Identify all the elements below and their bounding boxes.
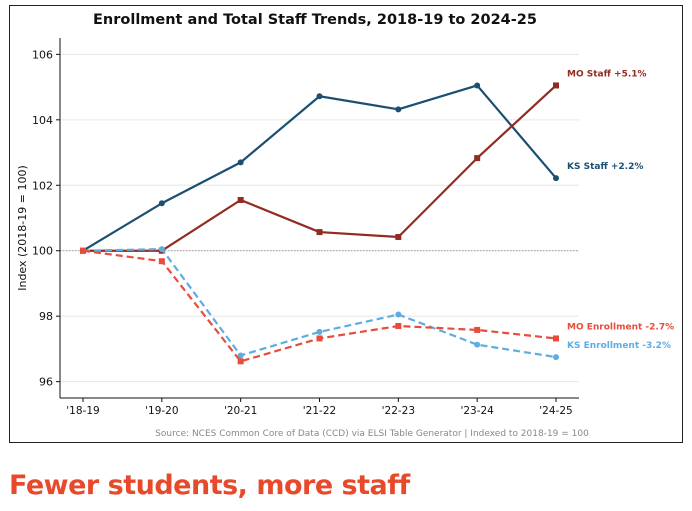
x-tick-label: '20-21 (224, 405, 257, 417)
mo-staff-point (553, 82, 559, 89)
mo-staff-point (316, 229, 323, 236)
ks-enrollment-point (474, 341, 481, 348)
ks-staff-point (395, 106, 402, 113)
ks-staff-point (553, 175, 559, 182)
y-tick-label: 100 (32, 245, 53, 258)
mo-enrollment-point (316, 335, 323, 342)
mo-enrollment-point (158, 258, 165, 265)
mo-enrollment-point (80, 247, 86, 254)
ks-enrollment-label: KS Enrollment -3.2% (567, 341, 671, 351)
source-note: Source: NCES Common Core of Data (CCD) v… (155, 429, 589, 439)
ks-enrollment-point (158, 246, 165, 253)
ks-staff-label: KS Staff +2.2% (567, 162, 643, 172)
chart-title: Enrollment and Total Staff Trends, 2018-… (93, 12, 537, 28)
mo-enrollment-point (237, 358, 244, 365)
ks-staff-point (158, 200, 165, 207)
mo-staff-line (83, 84, 557, 252)
y-tick-label: 106 (32, 48, 53, 61)
ks-enrollment-point (553, 354, 559, 361)
x-tick-label: '21-22 (303, 405, 336, 417)
ks-staff-line (82, 84, 557, 252)
mo-enrollment-point (474, 326, 481, 333)
ks-enrollment-point (237, 352, 244, 359)
y-tick-label: 98 (39, 310, 53, 323)
ks-enrollment-point (316, 328, 323, 335)
x-tick-label: '24-25 (539, 405, 572, 417)
y-tick-label: 96 (39, 376, 53, 389)
mo-staff-point (395, 233, 402, 240)
line-chart: Enrollment and Total Staff Trends, 2018-… (16, 12, 674, 439)
x-tick-label: '23-24 (460, 405, 494, 417)
mo-staff-point (474, 155, 481, 162)
headline: Fewer students, more staff (9, 470, 410, 501)
y-tick-label: 102 (32, 179, 53, 192)
mo-staff-label: MO Staff +5.1% (567, 69, 647, 79)
ks-staff-point (237, 159, 244, 166)
x-tick-label: '19-20 (145, 405, 178, 417)
ks-staff-point (316, 93, 323, 100)
mo-enrollment-label: MO Enrollment -2.7% (567, 322, 674, 332)
chart-frame: Enrollment and Total Staff Trends, 2018-… (9, 5, 683, 443)
x-tick-label: '18-19 (66, 405, 99, 417)
mo-enrollment-point (395, 323, 402, 329)
ks-staff-point (474, 82, 481, 89)
mo-enrollment-line (82, 249, 557, 363)
x-tick-label: '22-23 (382, 405, 415, 417)
y-tick-label: 104 (32, 114, 53, 127)
mo-staff-point (237, 197, 244, 203)
y-axis-label: Index (2018-19 = 100) (16, 165, 29, 291)
ks-enrollment-point (395, 311, 402, 318)
mo-enrollment-point (553, 335, 559, 342)
